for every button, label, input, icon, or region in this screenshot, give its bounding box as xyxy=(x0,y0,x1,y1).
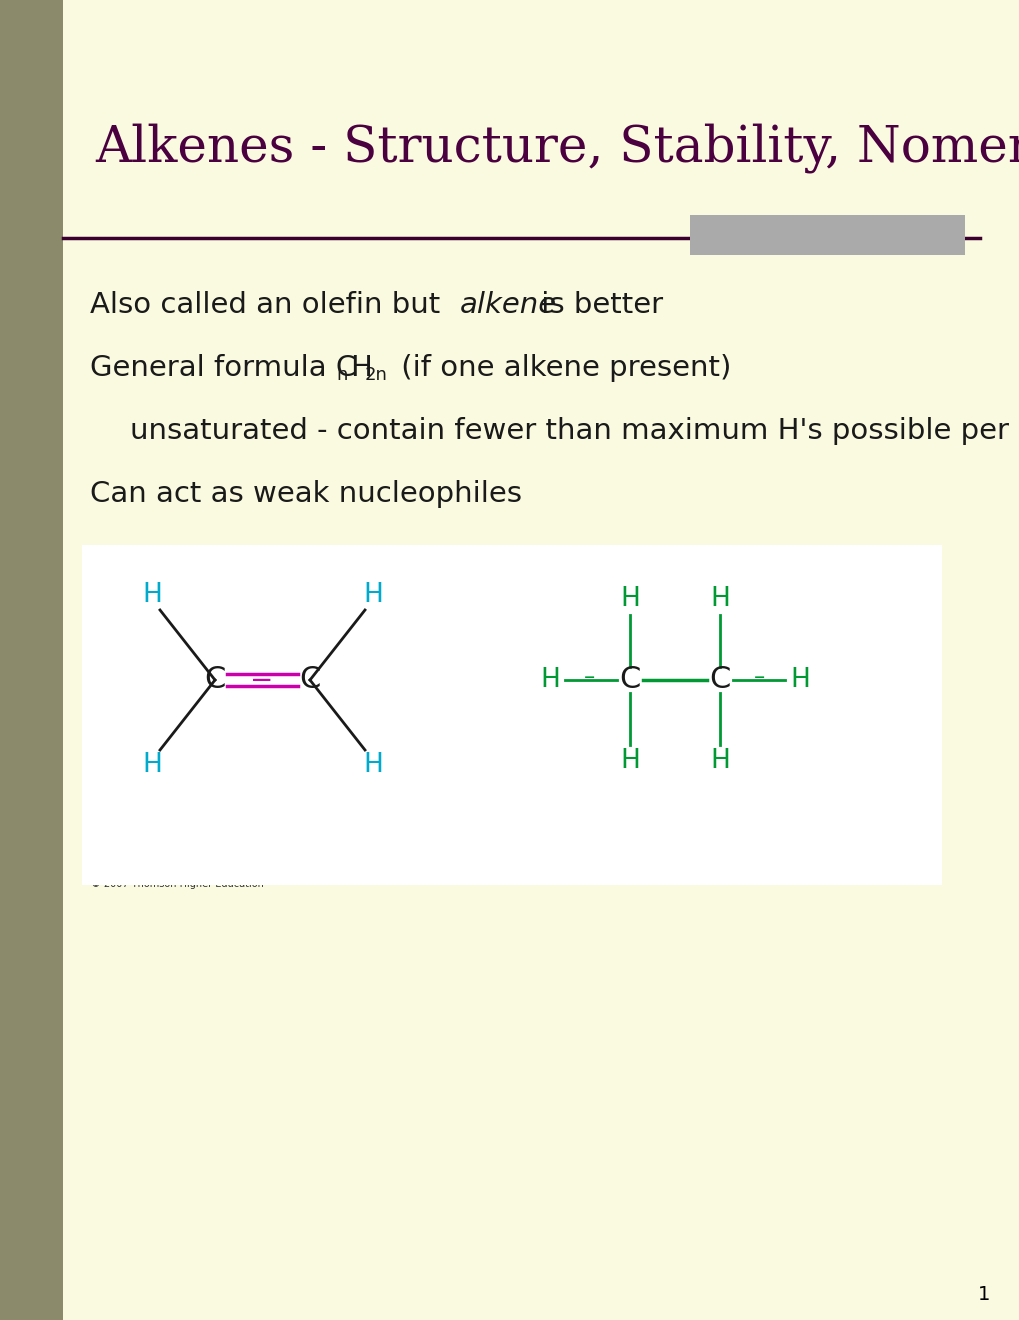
Bar xyxy=(82,545,942,884)
Text: H: H xyxy=(790,667,809,693)
Text: H: H xyxy=(363,752,382,777)
Text: unsaturated: unsaturated xyxy=(330,850,502,874)
Text: H: H xyxy=(350,354,372,381)
Text: 2n: 2n xyxy=(365,366,387,384)
Text: unsaturated - contain fewer than maximum H's possible per C: unsaturated - contain fewer than maximum… xyxy=(129,417,1019,445)
Text: 2: 2 xyxy=(758,825,770,843)
Text: Ethane: C: Ethane: C xyxy=(596,816,733,840)
Text: alkene: alkene xyxy=(460,290,556,319)
Text: 2: 2 xyxy=(340,825,353,843)
Text: C: C xyxy=(204,665,225,694)
Text: 1: 1 xyxy=(976,1286,989,1304)
Text: C: C xyxy=(299,665,320,694)
Text: H: H xyxy=(363,582,382,609)
Text: H: H xyxy=(539,667,559,693)
Text: n: n xyxy=(335,366,347,384)
Bar xyxy=(689,215,964,255)
Text: Also called an olefin but: Also called an olefin but xyxy=(90,290,449,319)
Text: (more hydrogens—: (more hydrogens— xyxy=(585,850,852,874)
Bar xyxy=(0,0,63,1320)
Text: H: H xyxy=(350,816,370,840)
Text: –: – xyxy=(754,667,765,686)
Text: H: H xyxy=(709,748,730,774)
Text: H: H xyxy=(620,748,639,774)
Text: H: H xyxy=(142,582,162,609)
Text: ): ) xyxy=(862,850,873,874)
Text: Ethylene: C: Ethylene: C xyxy=(150,816,310,840)
Text: (if one alkene present): (if one alkene present) xyxy=(391,354,731,381)
Text: Can act as weak nucleophiles: Can act as weak nucleophiles xyxy=(90,480,522,508)
Text: H: H xyxy=(709,586,730,612)
Text: © 2007 Thomson Higher Education: © 2007 Thomson Higher Education xyxy=(91,879,264,888)
Text: –: – xyxy=(584,667,595,686)
Text: 4: 4 xyxy=(367,825,379,843)
Text: =: = xyxy=(250,664,273,692)
Text: C: C xyxy=(708,665,730,694)
Text: (fewer hydrogens—: (fewer hydrogens— xyxy=(150,850,424,874)
Text: General formula C: General formula C xyxy=(90,354,356,381)
Text: Alkenes - Structure, Stability, Nomenclature: Alkenes - Structure, Stability, Nomencla… xyxy=(95,123,1019,173)
Text: saturated: saturated xyxy=(757,850,895,874)
Text: ): ) xyxy=(460,850,471,874)
Text: C: C xyxy=(619,665,640,694)
Text: H: H xyxy=(142,752,162,777)
Text: H: H xyxy=(620,586,639,612)
Text: H: H xyxy=(767,816,788,840)
Text: 6: 6 xyxy=(784,825,797,843)
Text: is better: is better xyxy=(532,290,662,319)
